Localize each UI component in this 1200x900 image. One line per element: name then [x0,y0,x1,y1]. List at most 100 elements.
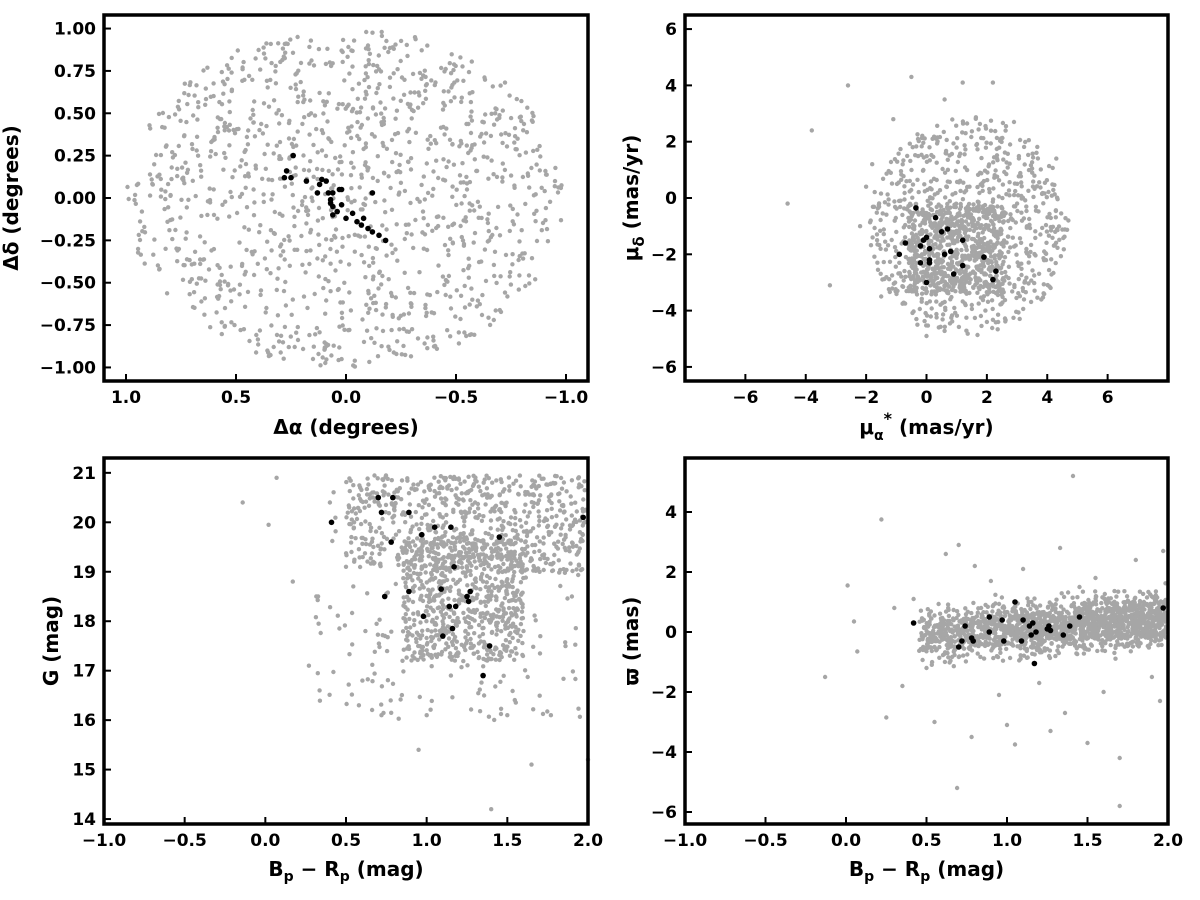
field-star-point [436,557,441,562]
field-star-point [1153,589,1159,594]
field-star-point [195,153,201,158]
field-star-point [1050,235,1055,240]
field-star-point [362,234,368,239]
field-star-point [1027,216,1032,222]
field-star-point [451,476,456,482]
field-star-point [469,59,474,64]
field-star-point [419,76,424,82]
field-star-point [356,703,362,708]
field-star-point [327,605,333,610]
field-star-point [269,248,274,253]
field-star-point [429,78,434,83]
field-outlier-points-pm [785,74,1071,339]
field-star-point [500,614,506,620]
field-star-point [375,178,380,184]
field-star-point [1026,281,1031,286]
field-star-point [252,200,257,205]
field-star-point [440,598,445,603]
field-star-point [356,493,361,498]
field-star-point [337,345,342,350]
field-star-point [392,504,397,510]
field-star-point [963,606,968,611]
field-star-point [518,568,523,574]
field-star-point [577,714,583,719]
field-star-point [380,516,385,522]
field-star-point [957,206,963,212]
field-star-point [1042,191,1047,196]
field-star-point [554,522,559,527]
field-star-point [198,163,203,168]
field-star-point [448,334,453,339]
field-star-point [564,517,569,522]
field-star-point [979,323,984,329]
field-star-point [286,136,292,141]
x-tick-label: 0.5 [221,388,251,408]
field-star-point [1001,290,1006,295]
field-star-point [512,611,518,617]
field-star-point [517,596,522,602]
field-star-point [963,234,969,239]
field-star-point [490,84,495,89]
field-star-point [907,238,912,243]
field-star-point [459,665,464,670]
field-star-point [432,542,437,547]
field-star-point [1058,254,1064,259]
field-star-point [459,234,464,240]
field-star-point [949,313,955,318]
field-star-point [300,199,305,204]
field-star-point [886,168,891,174]
field-star-point [288,37,293,42]
field-star-point [361,260,367,265]
field-star-point [914,144,919,149]
field-star-point [505,581,511,586]
field-star-point [501,608,506,613]
field-star-point [363,145,368,150]
field-star-point [436,479,441,484]
field-star-points-cmd [313,473,589,723]
field-star-point [925,607,930,612]
field-star-point [187,257,192,263]
field-star-point [432,567,438,572]
member-star-point [451,564,457,570]
field-star-point [350,150,356,155]
field-star-point [453,581,458,586]
field-star-point [1010,217,1015,223]
field-star-point [366,84,372,90]
field-star-point [463,574,468,579]
field-star-point [529,762,534,767]
field-star-point [537,548,542,554]
field-star-point [416,632,421,638]
field-star-point [440,515,445,520]
field-star-point [468,532,473,537]
field-star-point [508,203,513,208]
field-star-point [523,553,528,558]
field-star-point [910,145,915,150]
y-tick-label: 0 [665,189,677,209]
field-star-point [907,269,912,275]
field-star-point [1029,278,1034,283]
field-star-point [389,478,394,483]
field-star-point [415,196,420,202]
field-star-point [1033,204,1039,209]
field-star-point [994,262,999,267]
field-star-point [357,508,363,514]
field-star-point [309,58,314,63]
field-star-point [964,315,969,320]
field-star-point [152,237,157,242]
field-star-point [237,292,242,297]
field-star-point [927,145,932,150]
field-star-point [941,129,946,135]
field-star-point [342,143,347,148]
member-star-point [496,534,503,540]
field-star-point [379,684,385,689]
field-star-point [1044,240,1049,245]
member-star-point [375,494,382,501]
field-star-point [909,167,914,173]
field-star-point [174,246,179,251]
field-star-point [424,604,430,609]
member-star-point [480,672,486,679]
field-star-point [985,170,990,175]
field-star-point [379,713,384,718]
field-star-point [489,589,494,594]
field-star-point [1057,237,1062,242]
